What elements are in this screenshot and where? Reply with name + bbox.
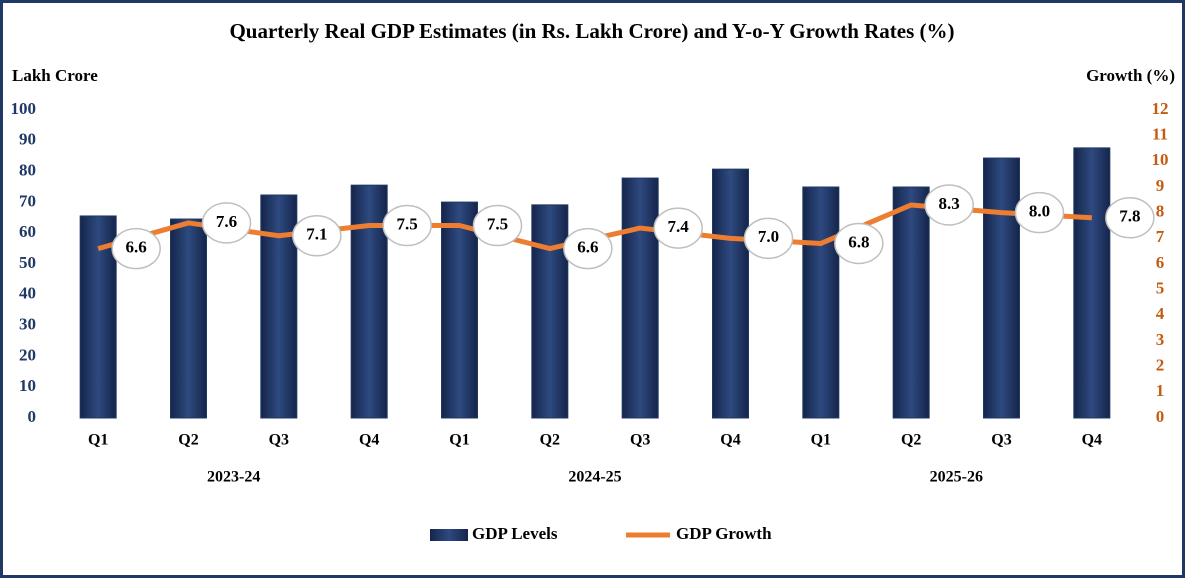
value-label-bubble: [111, 227, 161, 270]
bar: [712, 168, 749, 419]
value-label-bubble: [563, 227, 613, 270]
y-tick-label: 60: [19, 222, 36, 241]
legend-swatch: [430, 529, 468, 541]
y-axis-title: Lakh Crore: [12, 66, 98, 85]
x-tick-label: Q2: [540, 432, 560, 449]
x-tick-label: Q4: [359, 432, 379, 449]
y2-tick-label: 7: [1156, 227, 1165, 246]
y2-tick-label: 5: [1156, 279, 1165, 298]
y-tick-label: 10: [19, 376, 36, 395]
bar: [802, 186, 840, 419]
bar: [170, 218, 207, 419]
y2-tick-label: 1: [1156, 381, 1165, 400]
y2-tick-label: 8: [1156, 202, 1165, 221]
bar: [983, 157, 1020, 419]
group-label: 2023-24: [207, 469, 260, 486]
value-label: 7.5: [487, 214, 508, 233]
value-label: 7.6: [216, 212, 237, 231]
value-label-bubble: [292, 215, 342, 257]
y-tick-label: 20: [19, 345, 36, 364]
value-label: 8.3: [939, 194, 960, 213]
value-label: 6.6: [126, 238, 147, 257]
y2-tick-label: 12: [1152, 99, 1169, 118]
bar: [260, 194, 298, 419]
value-label-bubble: [743, 217, 794, 260]
y-tick-label: 70: [19, 191, 36, 210]
y2-tick-label: 2: [1156, 356, 1165, 375]
bar: [350, 184, 388, 419]
y-tick-label: 40: [19, 284, 36, 303]
x-tick-label: Q3: [991, 432, 1011, 449]
x-tick-label: Q2: [178, 432, 198, 449]
y-tick-label: 100: [11, 99, 37, 118]
y-tick-label: 50: [19, 253, 36, 272]
value-label: 6.6: [577, 238, 598, 257]
y2-tick-label: 3: [1156, 330, 1165, 349]
value-label: 7.4: [668, 217, 690, 236]
x-tick-label: Q3: [269, 432, 289, 449]
value-label: 7.0: [758, 227, 779, 246]
y2-tick-label: 10: [1152, 150, 1169, 169]
value-label-bubble: [1105, 197, 1155, 239]
value-label-bubble: [1014, 191, 1065, 234]
legend-label: GDP Levels: [472, 524, 558, 543]
chart-title: Quarterly Real GDP Estimates (in Rs. Lak…: [229, 19, 954, 43]
group-label: 2025-26: [930, 469, 983, 486]
bar: [1073, 147, 1111, 419]
y-tick-label: 0: [28, 407, 37, 426]
bar: [892, 186, 930, 419]
y-tick-label: 30: [19, 315, 36, 334]
bar: [79, 215, 117, 419]
bar: [621, 177, 659, 419]
x-tick-label: Q1: [88, 432, 108, 449]
y-tick-label: 80: [19, 161, 36, 180]
group-label: 2024-25: [568, 469, 621, 486]
value-label-bubble: [382, 204, 432, 247]
y2-tick-label: 6: [1156, 253, 1165, 272]
y2-tick-label: 11: [1152, 125, 1168, 144]
x-tick-label: Q2: [901, 432, 921, 449]
y2-axis-title: Growth (%): [1086, 66, 1175, 85]
value-label-bubble: [472, 204, 523, 247]
x-tick-label: Q1: [449, 432, 469, 449]
y2-tick-label: 4: [1156, 304, 1165, 323]
value-label-bubble: [653, 207, 703, 249]
value-label-bubble: [924, 184, 974, 226]
y2-tick-label: 0: [1156, 407, 1165, 426]
x-tick-label: Q1: [811, 432, 831, 449]
bar: [441, 201, 478, 419]
y2-tick-label: 9: [1156, 176, 1165, 195]
x-tick-label: Q4: [1082, 432, 1102, 449]
value-label-bubble: [834, 222, 884, 265]
value-label: 8.0: [1029, 202, 1050, 221]
x-tick-label: Q3: [630, 432, 650, 449]
value-label: 7.5: [397, 214, 418, 233]
value-label: 6.8: [848, 232, 869, 251]
x-tick-label: Q4: [720, 432, 740, 449]
bar: [531, 204, 569, 419]
y-tick-label: 90: [19, 130, 36, 149]
value-label-bubble: [201, 202, 252, 244]
value-label: 7.8: [1119, 207, 1140, 226]
value-label: 7.1: [306, 225, 327, 244]
legend-label: GDP Growth: [676, 524, 772, 543]
